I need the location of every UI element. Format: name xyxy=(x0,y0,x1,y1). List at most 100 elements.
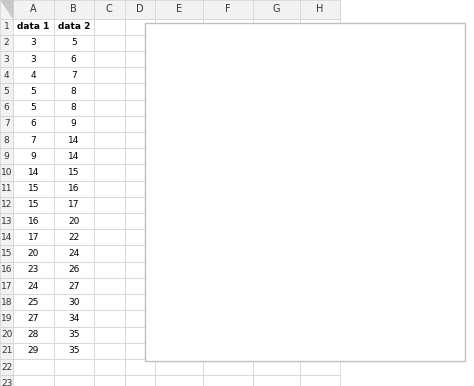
Bar xyxy=(203,35,253,51)
Bar xyxy=(203,132,253,148)
Bar xyxy=(155,278,203,294)
Bar xyxy=(54,148,94,164)
Bar xyxy=(0,19,13,35)
Bar xyxy=(203,19,253,35)
Bar xyxy=(203,51,253,67)
Bar xyxy=(155,213,203,229)
Bar xyxy=(253,132,300,148)
Bar xyxy=(13,181,54,197)
Bar xyxy=(125,278,155,294)
Text: 9: 9 xyxy=(4,152,9,161)
Text: 5: 5 xyxy=(30,103,36,112)
Bar xyxy=(253,116,300,132)
Bar xyxy=(125,100,155,116)
Bar xyxy=(13,294,54,310)
Bar xyxy=(94,310,125,327)
Bar xyxy=(253,51,300,67)
Bar xyxy=(125,148,155,164)
Bar xyxy=(155,67,203,83)
Bar xyxy=(0,164,13,181)
Text: 4: 4 xyxy=(4,71,9,80)
Bar xyxy=(125,310,155,327)
Bar xyxy=(94,294,125,310)
Bar xyxy=(13,262,54,278)
Bar xyxy=(155,229,203,245)
Bar xyxy=(54,294,94,310)
Bar xyxy=(253,67,300,83)
Bar xyxy=(300,100,340,116)
Bar xyxy=(253,359,300,375)
Text: 27: 27 xyxy=(68,281,79,291)
Text: 23: 23 xyxy=(28,265,39,274)
Bar xyxy=(94,375,125,386)
Bar xyxy=(0,132,13,148)
Bar xyxy=(155,310,203,327)
Bar xyxy=(0,0,13,19)
Bar xyxy=(54,375,94,386)
Text: 4: 4 xyxy=(31,71,36,80)
Bar xyxy=(94,327,125,343)
Bar xyxy=(125,343,155,359)
Text: 27: 27 xyxy=(28,314,39,323)
Bar xyxy=(0,262,13,278)
Bar xyxy=(94,164,125,181)
Text: 16: 16 xyxy=(27,217,39,226)
Bar xyxy=(203,245,253,262)
Bar xyxy=(253,164,300,181)
Bar xyxy=(94,181,125,197)
Text: 14: 14 xyxy=(68,135,79,145)
Bar xyxy=(300,245,340,262)
Bar xyxy=(125,116,155,132)
Text: 10: 10 xyxy=(1,168,12,177)
Bar xyxy=(253,100,300,116)
Text: 26: 26 xyxy=(68,265,79,274)
Bar xyxy=(253,229,300,245)
Bar xyxy=(13,0,340,19)
Bar xyxy=(155,100,203,116)
Bar xyxy=(155,327,203,343)
Bar xyxy=(300,375,340,386)
Text: G: G xyxy=(273,4,280,14)
Bar xyxy=(253,35,300,51)
Bar xyxy=(13,51,54,67)
Bar xyxy=(13,100,54,116)
Bar xyxy=(54,245,94,262)
Bar xyxy=(54,51,94,67)
Bar xyxy=(54,116,94,132)
Bar xyxy=(13,327,54,343)
Bar xyxy=(0,181,13,197)
Bar xyxy=(54,262,94,278)
Bar xyxy=(13,359,54,375)
Text: D: D xyxy=(136,4,144,14)
Bar xyxy=(203,164,253,181)
Bar xyxy=(253,278,300,294)
Bar xyxy=(94,67,125,83)
Bar xyxy=(13,343,54,359)
Bar xyxy=(125,359,155,375)
Bar xyxy=(253,375,300,386)
Bar xyxy=(125,375,155,386)
Text: 8: 8 xyxy=(71,103,77,112)
Text: 20: 20 xyxy=(28,249,39,258)
Bar xyxy=(155,35,203,51)
Text: data 2: data 2 xyxy=(57,22,90,31)
Bar xyxy=(155,164,203,181)
Text: 21: 21 xyxy=(1,346,12,356)
Bar xyxy=(253,197,300,213)
Bar xyxy=(13,245,54,262)
Text: 28: 28 xyxy=(28,330,39,339)
Bar xyxy=(13,19,54,35)
Bar xyxy=(300,67,340,83)
Bar xyxy=(203,359,253,375)
Bar xyxy=(300,83,340,100)
Text: 7: 7 xyxy=(71,71,77,80)
Bar xyxy=(253,294,300,310)
Bar xyxy=(300,327,340,343)
Bar xyxy=(253,181,300,197)
Text: 15: 15 xyxy=(1,249,12,258)
Bar xyxy=(54,181,94,197)
Text: 16: 16 xyxy=(1,265,12,274)
Text: 17: 17 xyxy=(27,233,39,242)
Text: 34: 34 xyxy=(68,314,79,323)
Bar xyxy=(125,51,155,67)
